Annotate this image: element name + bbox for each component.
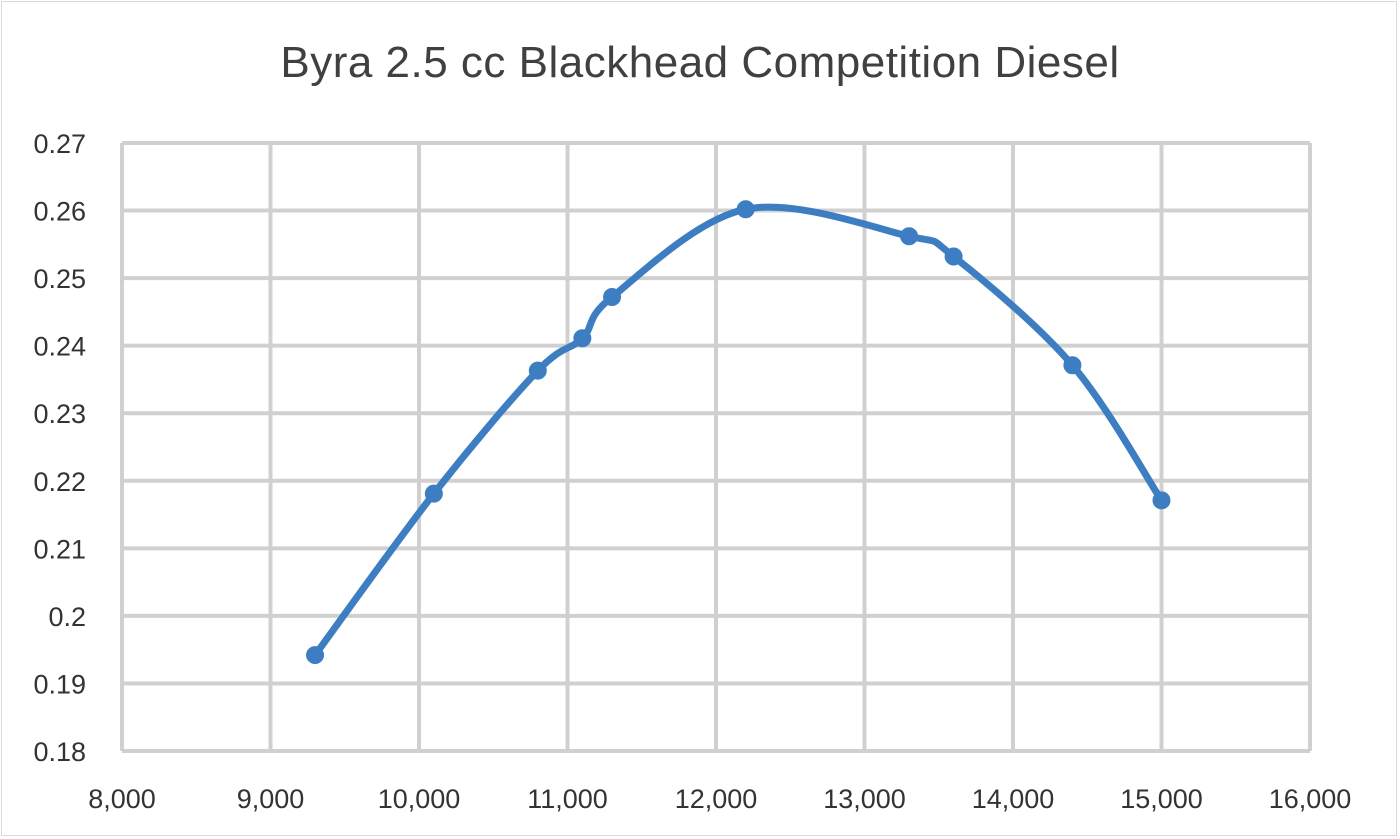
y-tick-label: 0.21 [33,534,86,564]
data-point [944,247,963,266]
x-tick-label: 8,000 [88,784,156,814]
x-tick-label: 13,000 [823,784,906,814]
x-tick-label: 10,000 [378,784,461,814]
x-tick-label: 12,000 [675,784,758,814]
x-tick-label: 15,000 [1120,784,1203,814]
data-point [573,329,592,348]
data-point [900,227,919,246]
y-tick-label: 0.22 [33,467,86,497]
x-tick-label: 11,000 [527,784,608,814]
y-tick-label: 0.23 [33,399,86,429]
x-tick-label: 14,000 [972,784,1055,814]
x-tick-label: 16,000 [1269,784,1352,814]
data-point [528,361,547,380]
data-point [603,288,622,307]
y-tick-label: 0.25 [33,264,86,294]
data-point [306,646,325,665]
data-point [424,484,443,503]
x-tick-label: 9,000 [237,784,305,814]
y-tick-label: 0.18 [33,737,86,767]
y-tick-label: 0.2 [48,602,86,632]
chart-title: Byra 2.5 cc Blackhead Competition Diesel [280,38,1120,87]
x-axis-ticks: 8,000 9,000 10,000 11,000 12,000 13,000 14,000… [88,784,1351,814]
y-tick-label: 0.26 [33,197,86,227]
y-tick-label: 0.27 [33,129,86,159]
y-tick-label: 0.19 [33,669,86,699]
data-point [1152,491,1171,510]
data-point [736,200,755,219]
series-line [311,203,1165,659]
series-group [306,200,1171,665]
gridlines [120,141,1312,753]
data-point [1063,356,1082,375]
y-tick-label: 0.24 [33,332,86,362]
y-axis-ticks: 0.18 0.19 0.2 0.21 0.22 0.23 0.24 0.25 0.26 0.27 [33,129,86,767]
